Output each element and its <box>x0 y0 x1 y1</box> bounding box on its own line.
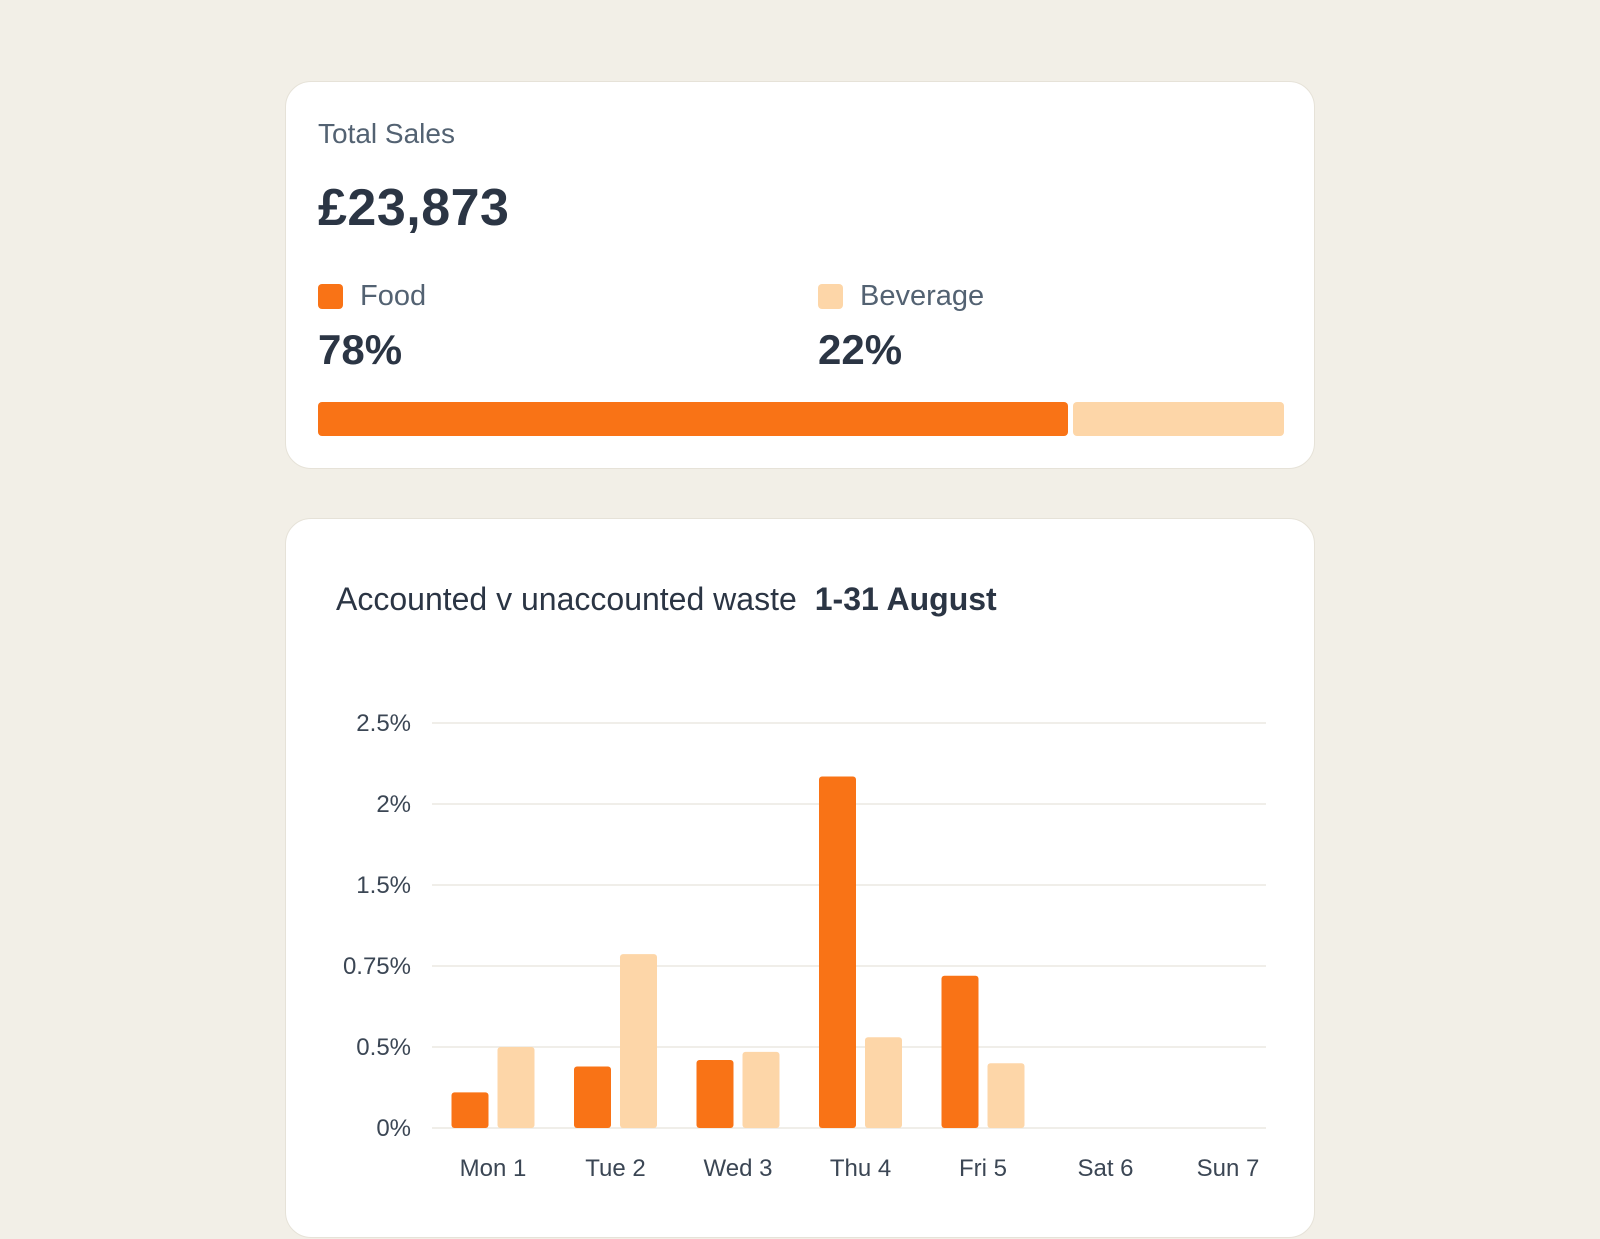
y-tick-label: 0.75% <box>343 953 411 980</box>
x-tick-label: Sun 7 <box>1197 1155 1260 1182</box>
total-sales-title: Total Sales <box>318 118 455 149</box>
y-tick-label: 1.5% <box>356 872 411 899</box>
y-tick-label: 0.5% <box>356 1034 411 1061</box>
beverage-label: Beverage <box>860 280 985 312</box>
food-share-segment <box>318 402 1068 436</box>
bar-series-1-thu-4 <box>819 776 856 1128</box>
food-swatch <box>318 284 343 309</box>
x-tick-label: Tue 2 <box>585 1155 645 1182</box>
x-tick-label: Thu 4 <box>830 1155 891 1182</box>
total-sales-card: Total Sales £23,873 Food 78% Beverage 22… <box>285 81 1315 469</box>
bar-series-2-fri-5 <box>987 1063 1025 1128</box>
x-tick-label: Sat 6 <box>1077 1155 1133 1182</box>
total-sales-value: £23,873 <box>318 179 510 237</box>
food-percent: 78% <box>318 326 403 373</box>
beverage-legend: Beverage <box>818 280 984 313</box>
bar-series-2-mon-1 <box>497 1047 535 1128</box>
chart-title: Accounted v unaccounted waste <box>336 581 797 617</box>
bar-series-2-wed-3 <box>742 1051 780 1128</box>
y-tick-label: 2.5% <box>356 710 411 737</box>
bar-series-2-tue-2 <box>620 954 657 1128</box>
x-tick-label: Fri 5 <box>959 1155 1007 1182</box>
chart-date-range: 1-31 August <box>814 581 997 617</box>
y-tick-label: 0% <box>376 1115 411 1142</box>
bar-series-1-wed-3 <box>696 1059 734 1128</box>
beverage-percent: 22% <box>818 326 903 373</box>
bar-series-2-thu-4 <box>865 1037 902 1128</box>
x-tick-label: Mon 1 <box>460 1155 527 1182</box>
x-tick-label: Wed 3 <box>704 1155 773 1182</box>
waste-bar-chart: 0% 0.5% 0.75% 1.5% 2% 2.5% Mon 1 Tue 2 Wed 3 Thu … <box>343 710 1266 1182</box>
sales-split-bar <box>318 402 1284 436</box>
y-tick-label: 2% <box>376 791 411 818</box>
beverage-share-segment <box>1072 402 1284 436</box>
food-legend: Food <box>318 280 426 313</box>
bar-series-1-fri-5 <box>941 975 979 1128</box>
bar-series-1-tue-2 <box>574 1066 611 1128</box>
beverage-swatch <box>818 284 843 309</box>
bar-series-1-mon-1 <box>451 1092 489 1128</box>
chart-heading: Accounted v unaccounted waste 1-31 August <box>336 581 997 618</box>
waste-chart-card: Accounted v unaccounted waste 1-31 August… <box>285 518 1315 1238</box>
food-label: Food <box>360 280 427 312</box>
